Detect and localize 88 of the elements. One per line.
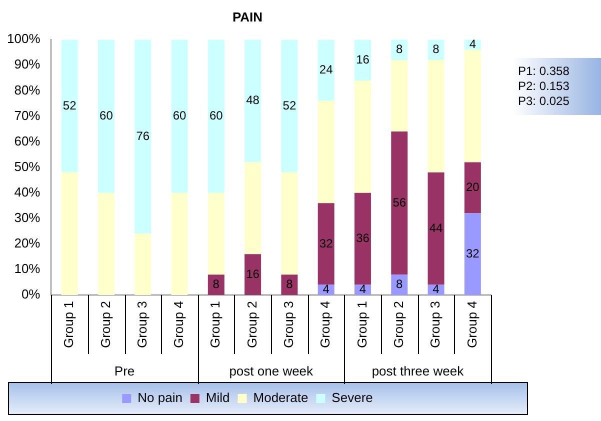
data-label: 60 — [100, 108, 114, 123]
data-label: 60 — [209, 108, 224, 123]
bar — [244, 162, 262, 254]
y-tick-label: 70% — [14, 108, 41, 123]
bar — [61, 172, 78, 296]
text: post one week — [229, 364, 314, 379]
y-tick-label: 60% — [14, 133, 41, 148]
bar — [391, 132, 408, 275]
bar — [244, 40, 262, 162]
text: post three week — [372, 364, 464, 379]
y-tick-label: 80% — [14, 82, 41, 98]
bar — [318, 100, 334, 204]
y-tick-label: 100% — [7, 31, 41, 46]
data-label: 16 — [356, 52, 370, 66]
bar — [281, 172, 298, 275]
bar — [171, 192, 188, 296]
bar — [354, 192, 371, 285]
chart-title: PAIN — [232, 9, 263, 24]
x-tick-label: Group 3 — [134, 301, 150, 348]
bar — [391, 274, 408, 296]
data-label: 52 — [62, 98, 77, 112]
data-label: 4 — [359, 282, 366, 296]
bar — [61, 40, 78, 172]
bar — [464, 50, 481, 162]
data-label: 20 — [466, 180, 480, 194]
bar — [98, 40, 114, 193]
data-label: 36 — [356, 231, 370, 246]
x-tick-label: Group 1 — [354, 301, 370, 348]
text: Pre — [114, 364, 135, 379]
legend-label: No pain — [138, 390, 182, 406]
bar — [318, 203, 334, 285]
y-tick-label: 20% — [14, 236, 41, 251]
bar — [464, 162, 481, 214]
data-label: 8 — [212, 277, 220, 292]
x-tick-label: Group 1 — [61, 301, 76, 348]
data-label: 8 — [432, 42, 440, 56]
bar — [354, 40, 371, 80]
bar — [134, 234, 152, 296]
data-label: 4 — [322, 282, 330, 296]
y-tick-label: 50% — [14, 158, 41, 174]
y-tick-label: 30% — [14, 210, 41, 225]
data-label: 4 — [469, 37, 476, 52]
legend-label: Mild — [206, 390, 230, 406]
y-tick-label: 40% — [14, 184, 41, 200]
bar — [281, 40, 298, 172]
data-label: 8 — [396, 42, 404, 56]
data-label: 4 — [432, 282, 440, 296]
x-tick-label: Group 2 — [390, 301, 406, 348]
bar — [318, 40, 334, 101]
x-tick-label: Group 1 — [208, 301, 223, 348]
x-tick-label: Group 2 — [244, 301, 260, 348]
y-tick-label: 90% — [14, 56, 41, 72]
x-tick-label: Group 4 — [464, 301, 480, 348]
bar — [391, 60, 408, 132]
x-tick-label: Group 2 — [98, 301, 113, 348]
y-tick-label: 10% — [14, 261, 41, 276]
bar — [354, 80, 371, 193]
data-label: 60 — [172, 108, 187, 123]
data-label: 16 — [246, 266, 260, 281]
bar — [208, 192, 224, 275]
bar — [428, 172, 444, 285]
bar — [98, 192, 114, 296]
data-label: 32 — [466, 246, 480, 260]
data-label: 24 — [319, 62, 334, 77]
bar — [281, 274, 298, 296]
x-tick-label: Group 3 — [428, 301, 443, 348]
x-tick-label: Group 4 — [171, 301, 186, 348]
data-label: 48 — [246, 93, 260, 108]
x-tick-label: Group 3 — [281, 301, 296, 348]
data-label: 44 — [429, 220, 444, 235]
data-label: 56 — [392, 195, 406, 210]
bar — [208, 274, 224, 296]
text: P1: 0.358 P2: 0.153 P3: 0.025 — [512, 58, 601, 115]
x-tick-label: Group 4 — [318, 301, 333, 348]
data-label: 76 — [136, 128, 150, 143]
bar — [208, 40, 224, 193]
bar — [134, 40, 152, 234]
legend-label: Moderate — [253, 390, 308, 406]
data-label: 8 — [286, 277, 294, 292]
bar — [464, 213, 481, 296]
y-tick-label: 0% — [21, 286, 41, 302]
bar — [428, 60, 444, 172]
data-label: 52 — [282, 98, 296, 112]
legend-label: Severe — [332, 390, 373, 406]
data-label: 32 — [319, 236, 334, 250]
bar — [171, 40, 188, 193]
data-label: 8 — [396, 277, 404, 292]
bar — [244, 254, 262, 296]
